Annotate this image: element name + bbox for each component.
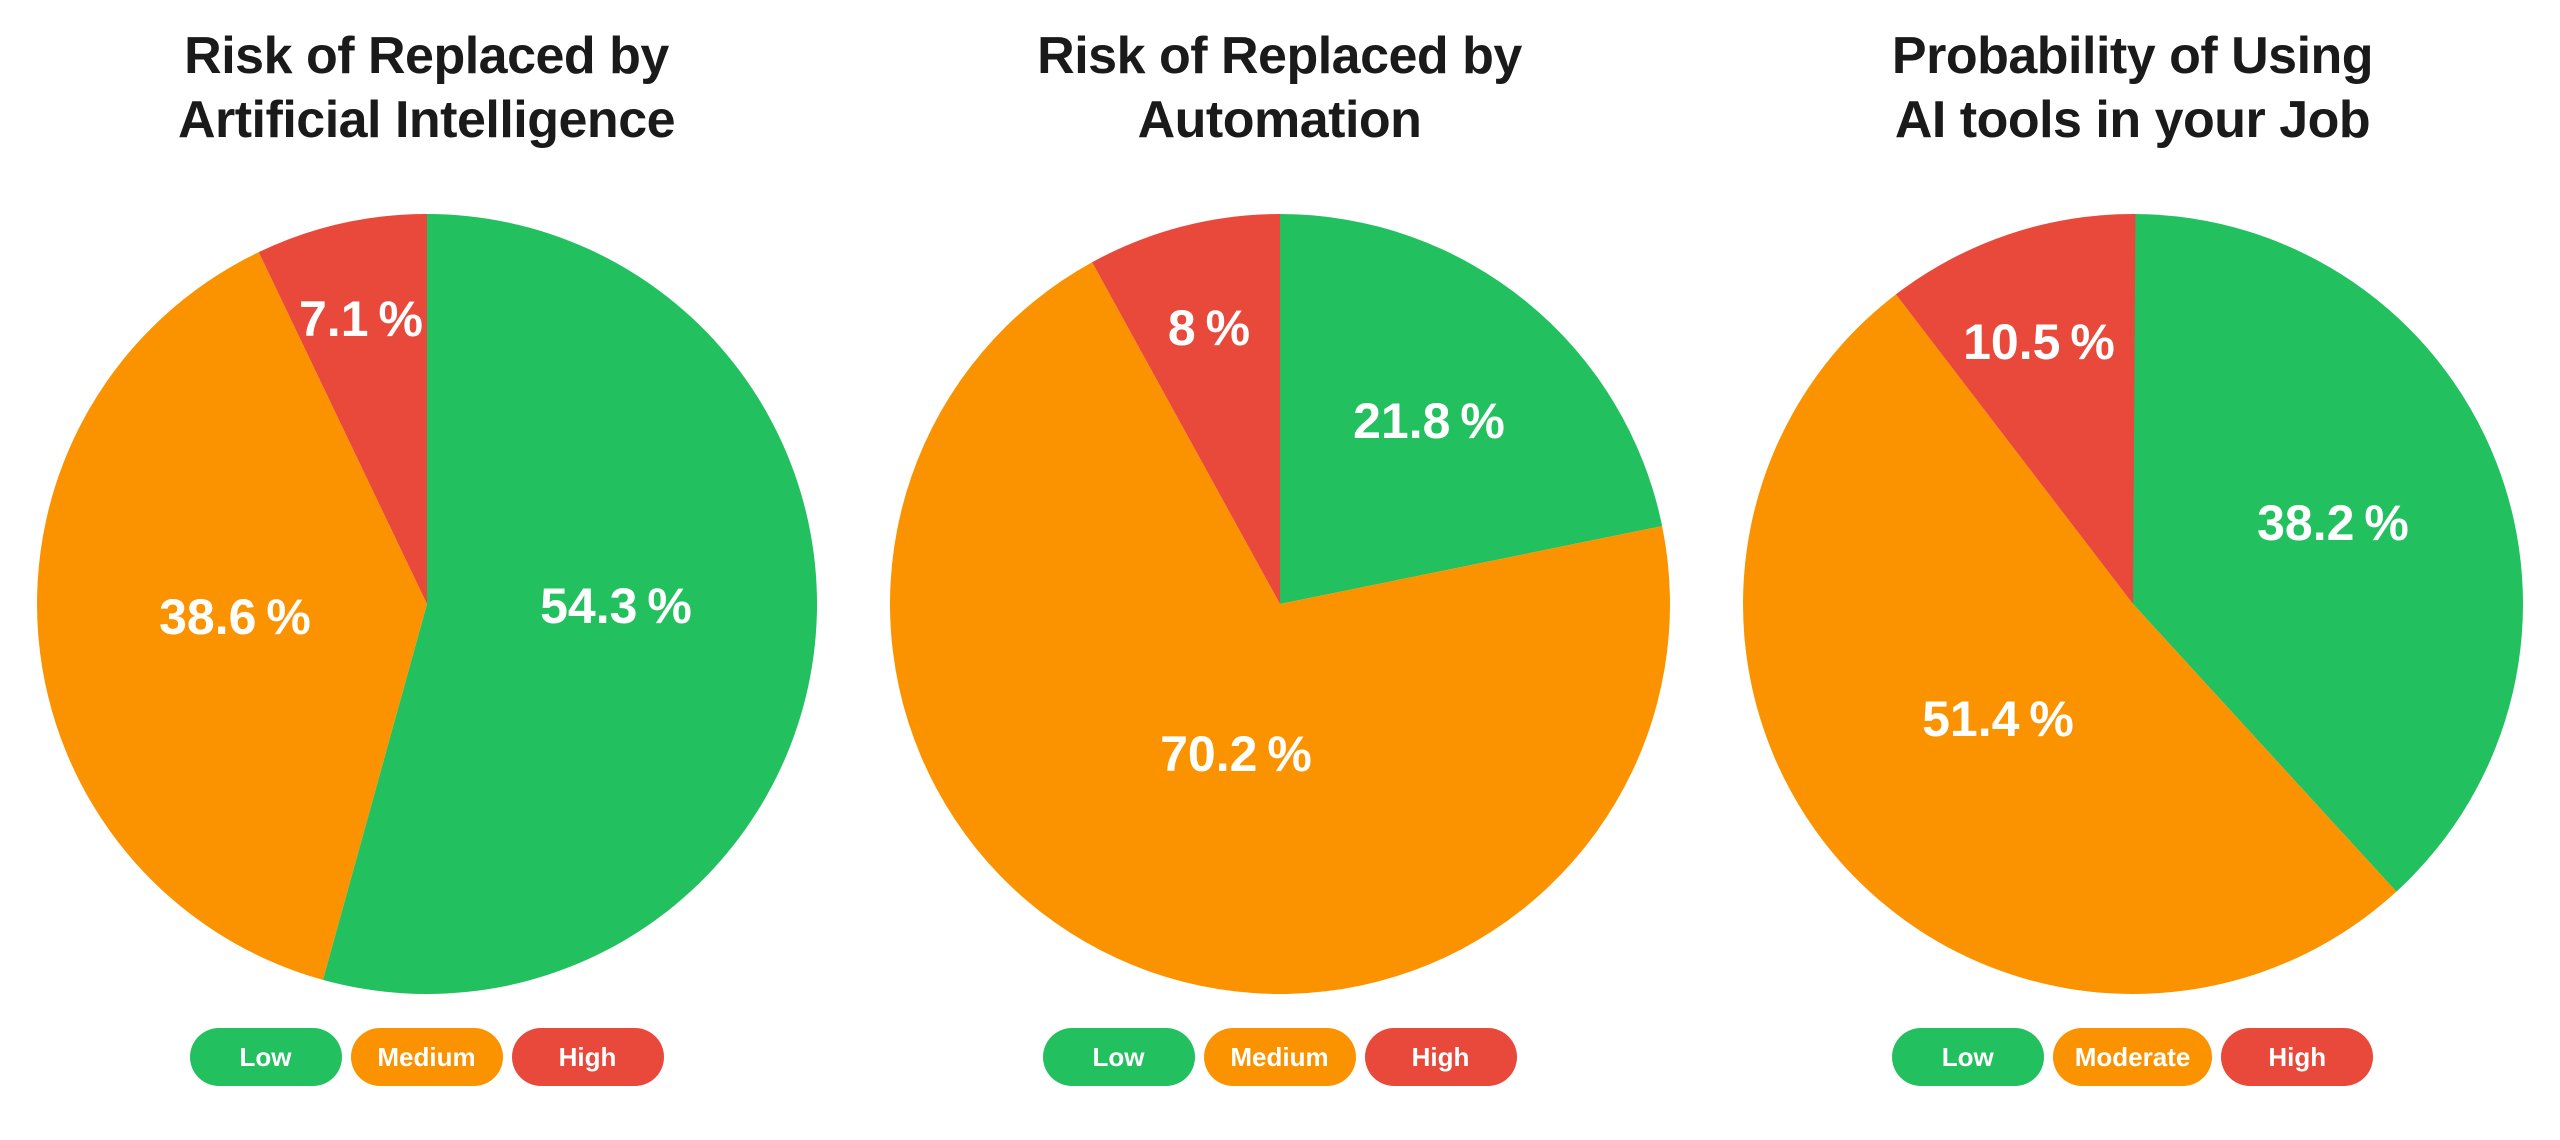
legend-pill-high: High	[2221, 1028, 2374, 1086]
legend-label: High	[1411, 1041, 1470, 1072]
legend-label: Moderate	[2074, 1041, 2191, 1072]
pie-slice-high	[1091, 214, 1280, 604]
pie-chart: 21.8 % 70.2 % 8 %	[889, 214, 1670, 994]
pie-slice-low	[2132, 214, 2523, 892]
chart-title-line: Probability of Using	[1891, 27, 2374, 85]
pie-slice-medium	[889, 262, 1670, 994]
chart-title: Risk of Replaced by Automation	[1037, 24, 1522, 152]
pie-slice-low	[1279, 214, 1662, 604]
legend-pill-low: Low	[189, 1028, 342, 1086]
pie-chart: 54.3 % 38.6 % 7.1 %	[36, 214, 817, 994]
legend-pill-high: High	[1364, 1028, 1517, 1086]
legend-label: High	[558, 1041, 617, 1072]
pie-slice-high	[1895, 214, 2135, 605]
legend-label: Low	[1092, 1041, 1145, 1072]
slice-value-label: 21.8 %	[1353, 393, 1505, 449]
legend-pill-medium: Medium	[350, 1028, 503, 1086]
chart-card-ai-tools-usage: Probability of Using AI tools in your Jo…	[1706, 0, 2559, 1140]
legend-pill-medium: Medium	[1203, 1028, 1356, 1086]
chart-legend: Low Medium High	[1042, 1028, 1517, 1086]
legend-label: Low	[1941, 1041, 1994, 1072]
slice-value-label: 10.5 %	[1963, 314, 2115, 370]
chart-legend: Low Moderate High	[1891, 1028, 2374, 1086]
pie-wrap: 38.2 % 51.4 % 10.5 %	[1742, 214, 2523, 994]
chart-title: Risk of Replaced by Artificial Intellige…	[177, 24, 676, 152]
chart-title-line: Risk of Replaced by	[184, 27, 669, 85]
legend-label: Low	[239, 1041, 292, 1072]
chart-card-risk-automation: Risk of Replaced by Automation 21.8 % 70.…	[853, 0, 1706, 1140]
slice-value-label: 51.4 %	[1922, 691, 2074, 747]
slice-value-label: 8 %	[1167, 300, 1249, 356]
legend-label: Medium	[377, 1041, 476, 1072]
pie-wrap: 21.8 % 70.2 % 8 %	[889, 214, 1670, 994]
pie-slice-moderate	[1742, 294, 2396, 994]
legend-pill-low: Low	[1042, 1028, 1195, 1086]
legend-pill-moderate: Moderate	[2052, 1028, 2213, 1086]
slice-value-label: 70.2 %	[1160, 726, 1312, 782]
chart-title-line: Risk of Replaced by	[1037, 27, 1522, 85]
pie-slice-medium	[36, 252, 427, 980]
pie-chart: 38.2 % 51.4 % 10.5 %	[1742, 214, 2523, 994]
legend-label: High	[2268, 1041, 2327, 1072]
slice-value-label: 38.6 %	[159, 589, 311, 645]
chart-legend: Low Medium High	[189, 1028, 664, 1086]
chart-card-risk-ai: Risk of Replaced by Artificial Intellige…	[0, 0, 853, 1140]
legend-pill-low: Low	[1891, 1028, 2044, 1086]
legend-pill-high: High	[511, 1028, 664, 1086]
chart-title-line: AI tools in your Job	[1894, 91, 2371, 149]
chart-title-line: Artificial Intelligence	[177, 91, 676, 149]
slice-value-label: 38.2 %	[2257, 495, 2409, 551]
chart-title-line: Automation	[1137, 91, 1422, 149]
legend-label: Medium	[1230, 1041, 1329, 1072]
pie-wrap: 54.3 % 38.6 % 7.1 %	[36, 214, 817, 994]
chart-title: Probability of Using AI tools in your Jo…	[1891, 24, 2374, 152]
slice-value-label: 7.1 %	[299, 291, 423, 347]
pie-slice-high	[258, 214, 427, 604]
pie-slice-low	[322, 214, 817, 994]
slice-value-label: 54.3 %	[540, 578, 692, 634]
